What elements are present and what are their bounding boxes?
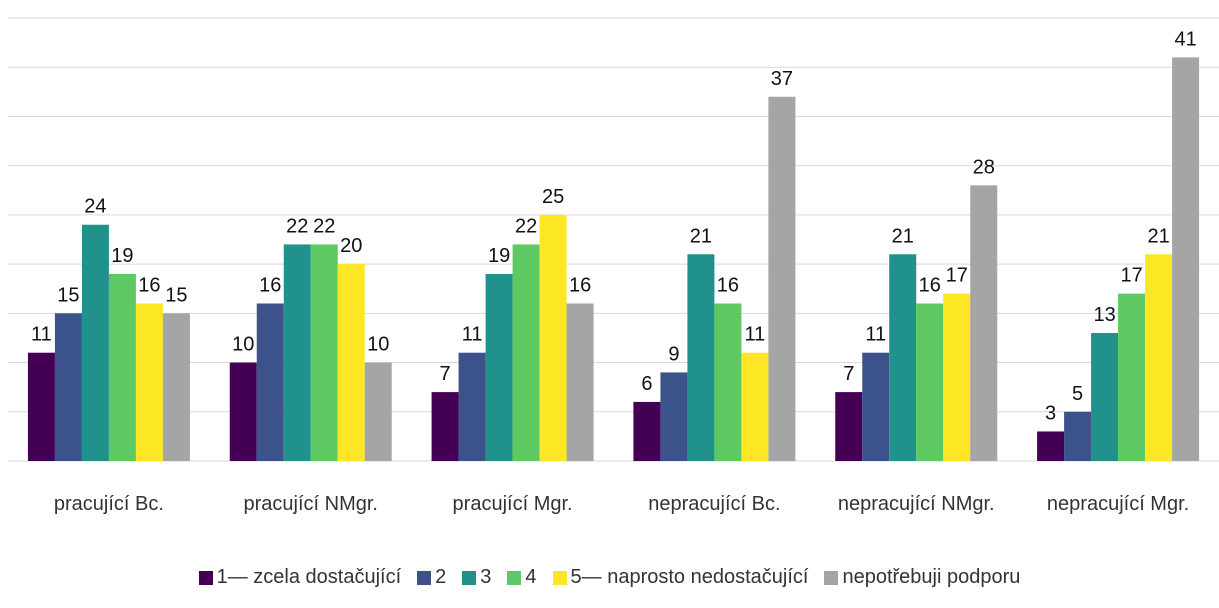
bar — [566, 303, 594, 461]
data-label: 22 — [515, 215, 537, 237]
data-label: 5 — [1072, 383, 1083, 405]
bar — [660, 372, 688, 461]
legend-item: 4 — [507, 566, 537, 589]
data-label: 19 — [488, 245, 510, 267]
data-label: 16 — [919, 274, 941, 296]
bar — [162, 313, 190, 461]
bar — [1064, 411, 1092, 461]
bar — [364, 362, 392, 461]
bar — [916, 303, 944, 461]
data-label: 25 — [542, 186, 564, 208]
legend-swatch — [507, 570, 522, 585]
legend-label: 3 — [480, 566, 492, 588]
bar — [1118, 293, 1146, 461]
bar — [27, 352, 55, 461]
data-label: 7 — [440, 363, 451, 385]
legend-label: 5— naprosto nedostačující — [570, 566, 809, 588]
data-label: 16 — [569, 274, 591, 296]
bar — [687, 254, 715, 461]
legend-item: nepotřebuji podporu — [824, 566, 1020, 589]
data-label: 16 — [138, 274, 160, 296]
bar — [539, 214, 567, 461]
bar — [310, 244, 338, 461]
data-label: 9 — [668, 343, 679, 365]
data-label: 28 — [973, 156, 995, 178]
legend: 1— zcela dostačující 2 3 4 5— naprosto nedos… — [0, 566, 1219, 589]
bar — [862, 352, 890, 461]
x-tick-label: nepracující Bc. — [648, 493, 781, 515]
bar — [337, 264, 365, 461]
legend-item: 5— naprosto nedostačující — [552, 566, 809, 589]
legend-item: 1— zcela dostačující — [198, 566, 402, 589]
data-label: 6 — [641, 373, 652, 395]
bar — [768, 96, 796, 461]
x-tick-label: nepracující Mgr. — [1046, 493, 1190, 515]
data-label: 37 — [771, 68, 793, 90]
legend-swatch — [462, 570, 477, 585]
data-label: 10 — [232, 334, 254, 356]
data-label: 11 — [462, 324, 483, 346]
data-label: 22 — [313, 215, 335, 237]
bar — [741, 352, 769, 461]
legend-label: 4 — [525, 566, 537, 588]
bar — [108, 273, 136, 461]
data-label: 15 — [165, 284, 187, 306]
legend-swatch — [552, 570, 567, 585]
bar — [431, 392, 459, 461]
bar — [256, 303, 284, 461]
bar — [889, 254, 917, 461]
legend-item: 2 — [417, 566, 446, 589]
bar — [835, 392, 863, 461]
x-tick-label: nepracující NMgr. — [837, 493, 995, 515]
data-label: 16 — [717, 274, 739, 296]
data-label: 21 — [892, 225, 914, 247]
data-label: 21 — [1147, 225, 1169, 247]
bar — [54, 313, 82, 461]
data-label: 20 — [340, 235, 362, 257]
x-tick-label: pracující Mgr. — [452, 493, 573, 515]
legend-swatch — [824, 570, 839, 585]
x-tick-label: pracující NMgr. — [243, 493, 378, 515]
bar — [970, 185, 998, 461]
x-tick-label: pracující Bc. — [53, 493, 164, 515]
legend-swatch — [198, 570, 213, 585]
data-label: 24 — [84, 196, 106, 218]
data-label: 19 — [111, 245, 133, 267]
legend-swatch — [417, 570, 432, 585]
bar — [485, 273, 513, 461]
bar — [1145, 254, 1173, 461]
legend-label: 2 — [435, 566, 447, 588]
bar — [229, 362, 257, 461]
data-label: 11 — [865, 324, 886, 346]
data-label: 10 — [367, 334, 389, 356]
bar — [1172, 57, 1200, 461]
legend-label: nepotřebuji podporu — [842, 566, 1021, 588]
bar — [135, 303, 163, 461]
bar — [283, 244, 311, 461]
bar — [714, 303, 742, 461]
data-label: 7 — [843, 363, 854, 385]
data-label: 21 — [690, 225, 712, 247]
data-label: 17 — [946, 265, 968, 287]
legend-item: 3 — [462, 566, 491, 589]
bar — [1037, 431, 1065, 461]
data-label: 13 — [1093, 304, 1115, 326]
data-label: 11 — [31, 324, 52, 346]
bar — [943, 293, 971, 461]
data-label: 22 — [286, 215, 308, 237]
bar — [1091, 333, 1119, 461]
bar — [633, 401, 661, 461]
legend-label: 1— zcela dostačující — [216, 566, 402, 588]
data-label: 41 — [1174, 28, 1196, 50]
data-label: 3 — [1045, 402, 1056, 424]
bar — [81, 224, 109, 461]
data-label: 16 — [259, 274, 281, 296]
data-label: 11 — [745, 324, 766, 346]
bar — [458, 352, 486, 461]
data-label: 15 — [57, 284, 79, 306]
bar — [512, 244, 540, 461]
data-label: 17 — [1120, 265, 1142, 287]
